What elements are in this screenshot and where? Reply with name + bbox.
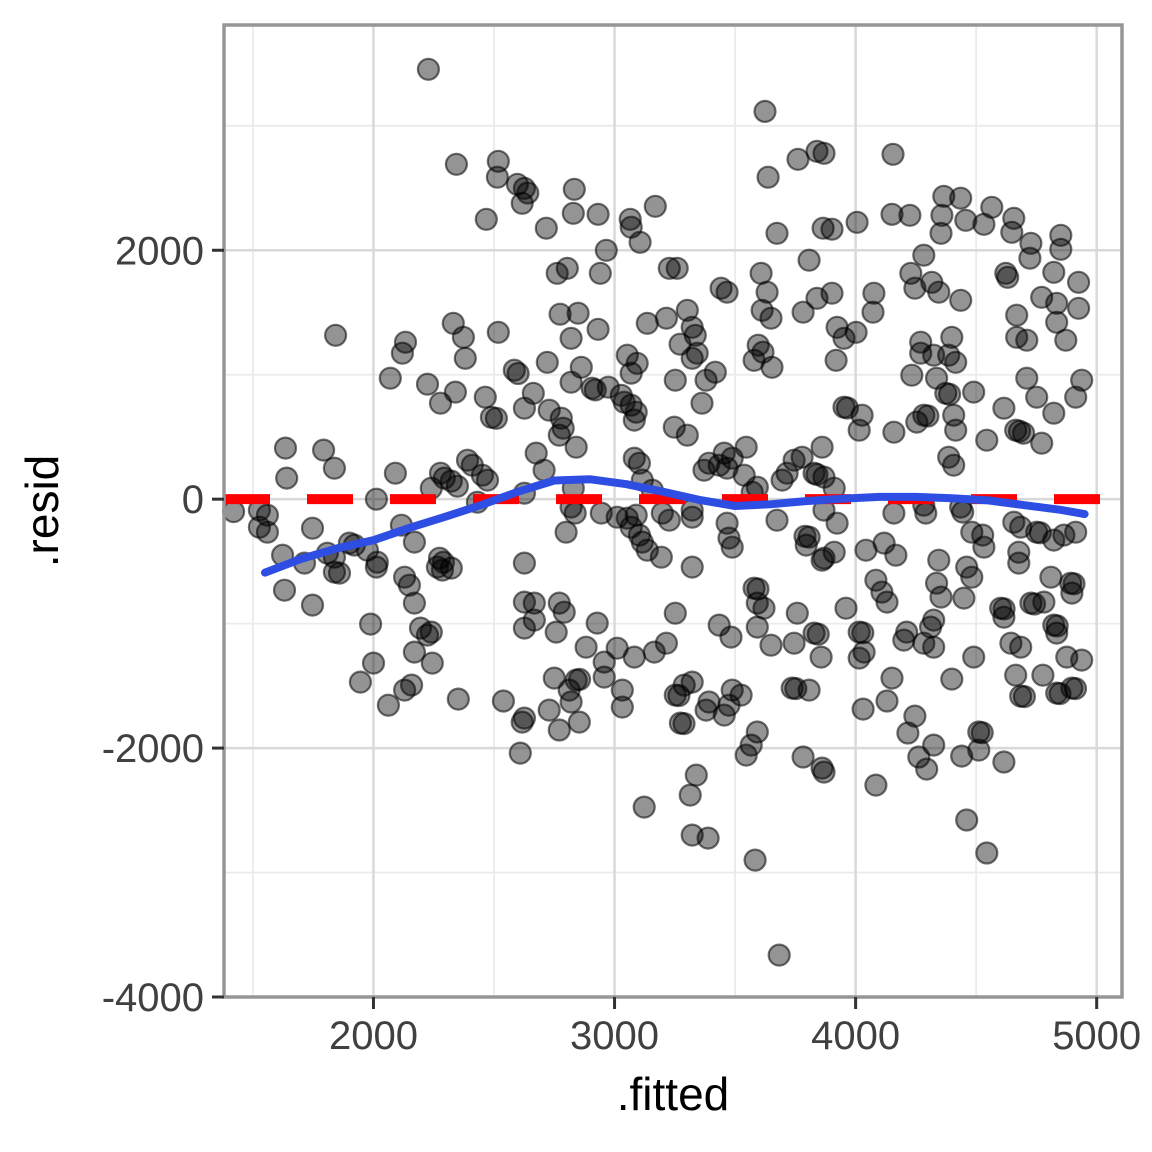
axis-ticks xyxy=(212,248,1099,1009)
panel-border xyxy=(222,23,1124,999)
x-axis-title: .fitted xyxy=(617,1068,730,1120)
x-tick-label: 4000 xyxy=(811,1014,900,1058)
y-axis-title: .resid xyxy=(16,455,68,567)
y-tick-label: 2000 xyxy=(115,229,204,273)
scatter-points xyxy=(222,57,1094,967)
x-tick-label: 3000 xyxy=(570,1014,659,1058)
x-tick-label: 2000 xyxy=(329,1014,418,1058)
loess-smooth-curve xyxy=(261,475,1089,577)
y-tick-label: -2000 xyxy=(102,727,204,771)
y-tick-label: 0 xyxy=(182,478,204,522)
axis-tick-labels: 2000 3000 4000 5000 -4000 -2000 0 2000 xyxy=(102,229,1141,1058)
y-tick-label: -4000 xyxy=(102,976,204,1020)
x-tick-label: 5000 xyxy=(1052,1014,1141,1058)
